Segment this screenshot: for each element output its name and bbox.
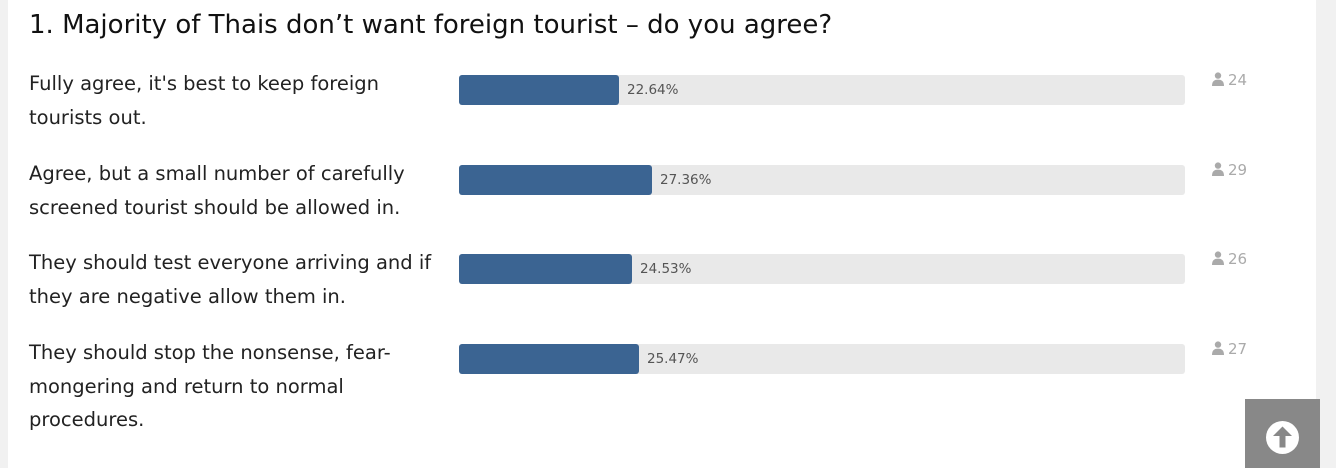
vote-count: 27	[1212, 339, 1247, 359]
poll-option: Agree, but a small number of carefully s…	[8, 157, 1316, 247]
vote-count-value: 29	[1228, 161, 1248, 179]
result-bar-track: 22.64%	[459, 75, 1185, 105]
result-bar-fill	[459, 75, 619, 105]
result-bar-track: 25.47%	[459, 344, 1185, 374]
result-percent: 24.53%	[640, 261, 692, 277]
vote-count: 29	[1212, 160, 1247, 180]
result-bar-fill	[459, 165, 652, 195]
option-label: Agree, but a small number of carefully s…	[29, 162, 405, 219]
option-label: They should test everyone arriving and i…	[29, 251, 432, 308]
user-icon	[1212, 251, 1224, 265]
scroll-to-top-button[interactable]	[1245, 399, 1320, 468]
vote-count-value: 27	[1228, 340, 1248, 358]
poll-option: Fully agree, it's best to keep foreign t…	[8, 67, 1316, 157]
vote-count: 24	[1212, 70, 1247, 90]
result-percent: 22.64%	[627, 82, 679, 98]
result-bar-fill	[459, 344, 639, 374]
result-bar-fill	[459, 254, 632, 284]
poll-title: 1. Majority of Thais don’t want foreign …	[29, 10, 833, 40]
poll-option: They should test everyone arriving and i…	[8, 246, 1316, 336]
result-bar-track: 24.53%	[459, 254, 1185, 284]
result-percent: 27.36%	[660, 172, 712, 188]
option-label: They should stop the nonsense, fear-mong…	[29, 341, 391, 431]
vote-count: 26	[1212, 249, 1247, 269]
vote-count-value: 26	[1228, 250, 1248, 268]
user-icon	[1212, 341, 1224, 355]
result-bar-track: 27.36%	[459, 165, 1185, 195]
arrow-up-circle-icon	[1266, 421, 1299, 454]
option-label: Fully agree, it's best to keep foreign t…	[29, 72, 380, 129]
user-icon	[1212, 72, 1224, 86]
vote-count-value: 24	[1228, 71, 1248, 89]
result-percent: 25.47%	[647, 351, 699, 367]
poll-card: 1. Majority of Thais don’t want foreign …	[8, 0, 1316, 468]
poll-option: They should stop the nonsense, fear-mong…	[8, 336, 1316, 431]
user-icon	[1212, 162, 1224, 176]
